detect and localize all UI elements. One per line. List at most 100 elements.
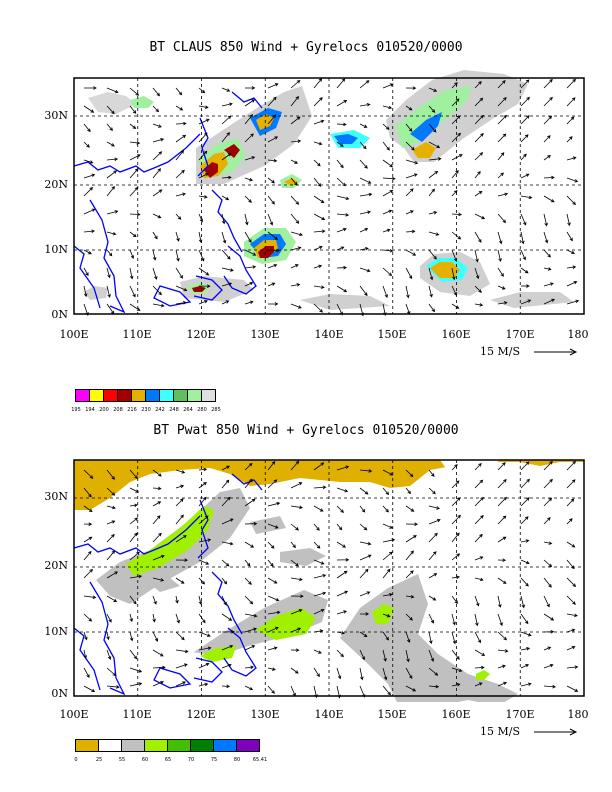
panel1-lon-label: 180 [567, 328, 589, 341]
wind-vector-arrow [497, 172, 504, 179]
wind-vector-arrow [313, 591, 327, 597]
wind-vector-arrow [152, 168, 161, 179]
wind-vector-arrow [221, 479, 230, 489]
wind-vector-arrow [359, 123, 368, 128]
wind-vector-arrow [152, 577, 165, 582]
wind-vector-arrow [267, 213, 274, 226]
panel1-vector-scale-label: 15 M/S [480, 345, 520, 358]
wind-vector-arrow [405, 173, 418, 179]
wind-vector-arrow [497, 267, 504, 277]
wind-vector-arrow [451, 497, 461, 507]
panel1-colorbar-swatch [159, 389, 174, 402]
wind-vector-arrow [152, 595, 157, 605]
wind-vector-arrow [543, 231, 549, 244]
wind-vector-arrow [106, 550, 116, 561]
wind-vector-arrow [336, 122, 347, 127]
wind-vector-arrow [543, 629, 555, 634]
wind-vector-arrow [405, 123, 413, 132]
panel1-lat-label-0n: 0N [51, 308, 68, 321]
wind-vector-arrow [244, 559, 251, 567]
panel1-colorbar-swatch [75, 389, 90, 402]
wind-vector-arrow [83, 229, 96, 234]
wind-vector-arrow [497, 114, 507, 125]
panel1-coastlines [73, 91, 263, 314]
wind-vector-arrow [451, 231, 462, 240]
wind-vector-arrow [566, 665, 579, 669]
wind-vector-arrow [106, 520, 116, 525]
wind-vector-arrow [451, 683, 461, 687]
wind-vector-arrow [198, 267, 210, 276]
wind-vector-arrow [221, 102, 233, 107]
panel1-lon-label: 150E [377, 328, 407, 341]
panel2-lon-label: 170E [505, 708, 535, 721]
wind-vector-arrow [244, 114, 254, 125]
wind-vector-arrow [290, 139, 302, 143]
wind-vector-arrow [83, 536, 93, 543]
wind-vector-arrow [83, 649, 87, 660]
wind-vector-arrow [405, 595, 415, 599]
wind-vector-arrow [336, 541, 346, 548]
wind-vector-arrow [198, 213, 204, 223]
wind-vector-arrow [129, 532, 138, 543]
wind-vector-arrow [359, 554, 372, 561]
panel2-gridlines [74, 460, 584, 696]
wind-vector-arrow [129, 613, 134, 623]
wind-vector-arrow [405, 667, 413, 680]
wind-vector-arrow [106, 469, 115, 480]
wind-vector-arrow [152, 249, 157, 261]
wind-vector-arrow [152, 554, 165, 561]
wind-vector-arrow [106, 649, 112, 660]
wind-vector-arrow [405, 210, 414, 215]
wind-vector-arrow [336, 465, 350, 471]
wind-vector-arrow [83, 505, 93, 513]
wind-vector-arrow [129, 87, 140, 96]
wind-vector-arrow [244, 627, 258, 633]
wind-vector-arrow [520, 539, 530, 543]
wind-vector-arrow [244, 300, 254, 305]
wind-vector-arrow [221, 613, 233, 621]
wind-vector-arrow [543, 577, 552, 588]
wind-vector-arrow [382, 176, 396, 181]
panel1-colorbar-labels: 195 194 200 208 216 230 242 248 264 280 … [71, 407, 226, 415]
wind-vector-arrow [129, 551, 140, 561]
wind-vector-arrow [474, 152, 484, 161]
wind-vector-arrow [543, 497, 553, 507]
wind-vector-arrow [221, 87, 231, 92]
wind-vector-arrow [129, 231, 137, 238]
wind-vector-arrow [382, 568, 391, 579]
wind-vector-arrow [336, 78, 346, 89]
wind-vector-arrow [290, 303, 302, 309]
wind-vector-arrow [221, 595, 227, 606]
wind-vector-arrow [106, 533, 115, 543]
wind-vector-arrow [451, 514, 461, 525]
panel1-lon-label: 120E [186, 328, 216, 341]
wind-vector-arrow [221, 267, 234, 272]
wind-vector-arrow [451, 249, 458, 262]
wind-vector-arrow [198, 118, 210, 125]
panel2-colorbar-tick: 80 [233, 757, 241, 763]
panel1-colorbar-swatch [89, 389, 104, 402]
panel2-map [73, 459, 585, 702]
wind-vector-arrow [198, 595, 203, 605]
wind-vector-arrow [221, 577, 228, 585]
wind-vector-arrow [566, 136, 573, 143]
wind-vector-arrow [313, 159, 321, 167]
wind-vector-arrow [474, 631, 481, 644]
panel1-colorbar-swatch [103, 389, 118, 402]
wind-vector-arrow [497, 97, 507, 107]
wind-vector-arrow [290, 460, 300, 471]
wind-vector-arrow [543, 517, 551, 525]
wind-vector-arrow [336, 590, 349, 597]
wind-vector-arrow [106, 249, 113, 257]
wind-vector-arrow [267, 114, 277, 125]
wind-vector-arrow [359, 177, 372, 184]
wind-vector-arrow [175, 558, 189, 562]
wind-vector-arrow [152, 87, 160, 97]
wind-vector-arrow [405, 570, 414, 579]
wind-vector-arrow [543, 267, 552, 271]
wind-vector-arrow [359, 487, 369, 495]
wind-vector-arrow [290, 559, 299, 567]
panel2-coastlines [73, 473, 263, 696]
wind-vector-arrow [267, 523, 279, 529]
wind-vector-arrow [267, 667, 276, 671]
